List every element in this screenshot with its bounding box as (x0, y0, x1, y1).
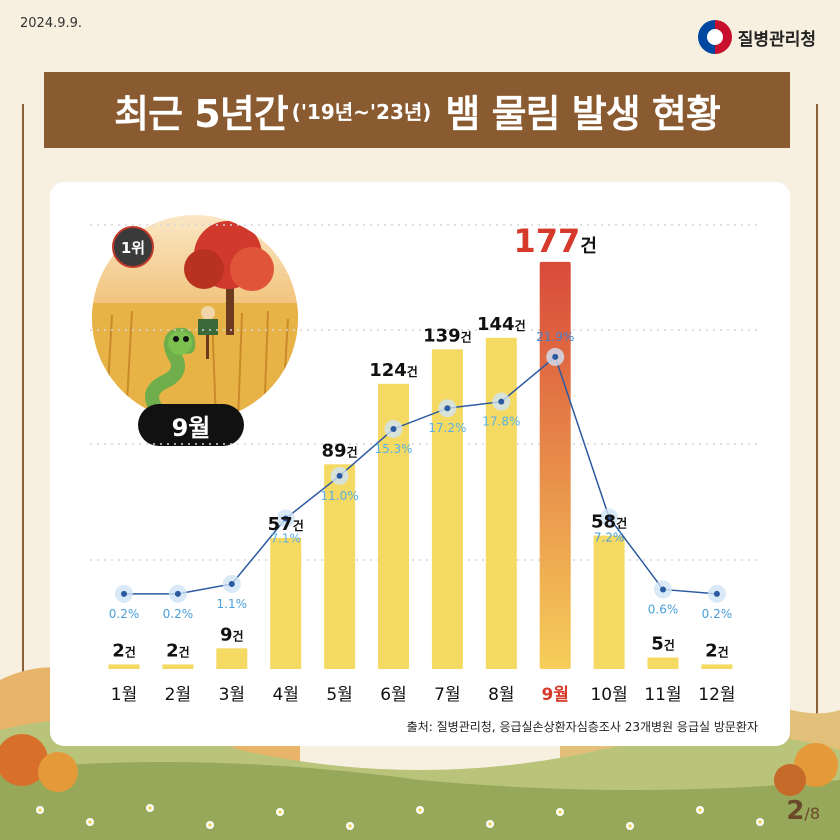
percent-point-4월 (282, 515, 289, 522)
x-tick-label: 1월 (111, 685, 137, 705)
percent-label: 17.8% (482, 415, 520, 429)
x-tick-label: 12월 (698, 685, 735, 705)
title-period: ('19년~'23년) (291, 99, 432, 124)
percent-point-2월 (174, 590, 181, 597)
percent-point-8월 (498, 398, 505, 405)
bar-1월 (108, 664, 140, 669)
percent-label: 1.1% (217, 597, 248, 611)
value-label-5월: 89건 (322, 440, 358, 461)
x-tick-label: 5월 (326, 685, 352, 705)
date-label: 2024.9.9. (20, 16, 83, 31)
title-main: 최근 5년간 (114, 91, 289, 136)
value-label-3월: 9건 (220, 624, 244, 645)
percent-point-6월 (390, 425, 397, 432)
percent-label: 7.2% (594, 530, 625, 544)
value-label-11월: 5건 (651, 634, 675, 655)
value-label-9월: 177건 (514, 222, 597, 260)
percent-point-3월 (228, 580, 235, 587)
taegeuk-logo-icon (697, 20, 732, 54)
bar-5월 (324, 464, 356, 669)
page-total: /8 (804, 804, 820, 823)
value-label-10월: 58건 (591, 512, 627, 533)
percent-label: 21.9% (536, 330, 574, 344)
bar-8월 (485, 337, 517, 669)
value-label-7월: 139건 (423, 325, 472, 346)
x-tick-label: 4월 (272, 685, 298, 705)
percent-label: 0.2% (163, 607, 194, 621)
percent-label: 0.6% (648, 602, 679, 616)
value-label-2월: 2건 (166, 640, 190, 661)
source-note: 출처: 질병관리청, 응급실손상환자심층조사 23개병원 응급실 방문환자 (406, 720, 758, 734)
bar-9월 (539, 261, 571, 669)
bar-7월 (431, 349, 463, 669)
x-tick-label: 10월 (590, 685, 627, 705)
x-tick-label: 2월 (165, 685, 191, 705)
top-month-pill: 9월 (138, 404, 244, 446)
bar-11월 (647, 657, 679, 669)
value-label-4월: 57건 (268, 514, 304, 535)
bar-3월 (216, 648, 248, 669)
percent-label: 11.0% (321, 489, 359, 503)
percent-point-9월 (552, 353, 559, 360)
percent-point-7월 (444, 405, 451, 412)
page-current: 2 (786, 796, 805, 826)
percent-label: 0.2% (109, 607, 140, 621)
percent-label: 17.2% (428, 421, 466, 435)
percent-label: 0.2% (702, 607, 733, 621)
percent-point-5월 (336, 472, 343, 479)
page-indicator: 2/8 (786, 796, 820, 826)
percent-label: 15.3% (374, 442, 412, 456)
value-label-1월: 2건 (112, 640, 136, 661)
x-tick-label: 6월 (380, 685, 406, 705)
title-bar: 최근 5년간 ('19년~'23년) 뱀 물림 발생 현황 (44, 72, 790, 148)
bar-12월 (701, 664, 733, 669)
percent-point-11월 (660, 586, 666, 593)
percent-point-12월 (713, 590, 720, 597)
percent-line (124, 355, 717, 595)
x-tick-label: 3월 (219, 685, 245, 705)
rank-badge: 1위 (112, 226, 154, 268)
x-tick-label: 7월 (434, 685, 460, 705)
bar-4월 (270, 537, 302, 669)
value-label-8월: 144건 (477, 314, 526, 335)
percent-label: 7.1% (270, 531, 301, 545)
x-tick-label: 11월 (644, 685, 681, 705)
x-tick-label: 8월 (488, 685, 514, 705)
value-label-12월: 2건 (705, 640, 729, 661)
title-rest: 뱀 물림 발생 현황 (445, 91, 720, 136)
org-name: 질병관리청 (737, 29, 816, 50)
percent-point-1월 (121, 590, 127, 597)
x-tick-label: 9월 (541, 685, 568, 705)
bar-2월 (162, 664, 194, 669)
org-logo: 질병관리청 (697, 20, 816, 54)
bar-10월 (593, 535, 625, 669)
percent-point-10월 (606, 514, 613, 521)
value-label-6월: 124건 (369, 360, 418, 381)
